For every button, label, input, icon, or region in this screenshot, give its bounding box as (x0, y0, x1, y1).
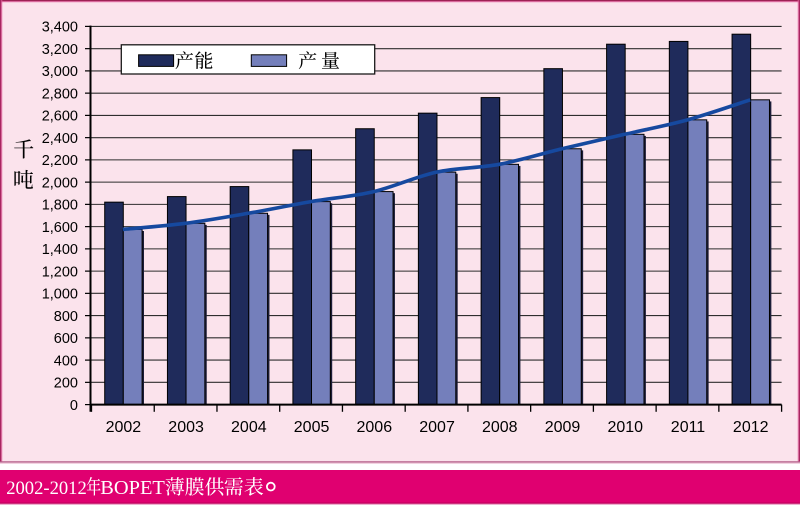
svg-text:2004: 2004 (231, 419, 267, 436)
svg-text:400: 400 (54, 353, 78, 369)
svg-text:3,400: 3,400 (42, 20, 78, 36)
svg-text:1,400: 1,400 (42, 242, 78, 258)
svg-text:2010: 2010 (607, 419, 643, 436)
svg-text:2,200: 2,200 (42, 153, 78, 169)
svg-text:2,000: 2,000 (42, 175, 78, 191)
svg-text:2,600: 2,600 (42, 109, 78, 125)
svg-text:2008: 2008 (482, 419, 518, 436)
svg-text:200: 200 (54, 376, 78, 392)
svg-text:1,200: 1,200 (42, 264, 78, 280)
svg-text:0: 0 (70, 398, 78, 414)
svg-text:2003: 2003 (168, 419, 204, 436)
svg-text:800: 800 (54, 309, 78, 325)
svg-text:2012: 2012 (733, 419, 769, 436)
svg-text:2002: 2002 (106, 419, 142, 436)
svg-text:3,000: 3,000 (42, 64, 78, 80)
svg-text:1,800: 1,800 (42, 198, 78, 214)
svg-text:2009: 2009 (545, 419, 581, 436)
svg-text:2005: 2005 (294, 419, 330, 436)
svg-text:2007: 2007 (419, 419, 455, 436)
svg-text:2,400: 2,400 (42, 131, 78, 147)
svg-text:BOPET: BOPET (100, 477, 165, 499)
svg-text:3,200: 3,200 (42, 42, 78, 58)
svg-text:2011: 2011 (671, 419, 706, 436)
svg-text:2,800: 2,800 (42, 86, 78, 102)
svg-text:600: 600 (54, 331, 78, 347)
svg-text:2002-2012: 2002-2012 (6, 478, 87, 499)
svg-text:2006: 2006 (357, 419, 393, 436)
svg-text:1,600: 1,600 (42, 220, 78, 236)
svg-text:1,000: 1,000 (42, 287, 78, 303)
